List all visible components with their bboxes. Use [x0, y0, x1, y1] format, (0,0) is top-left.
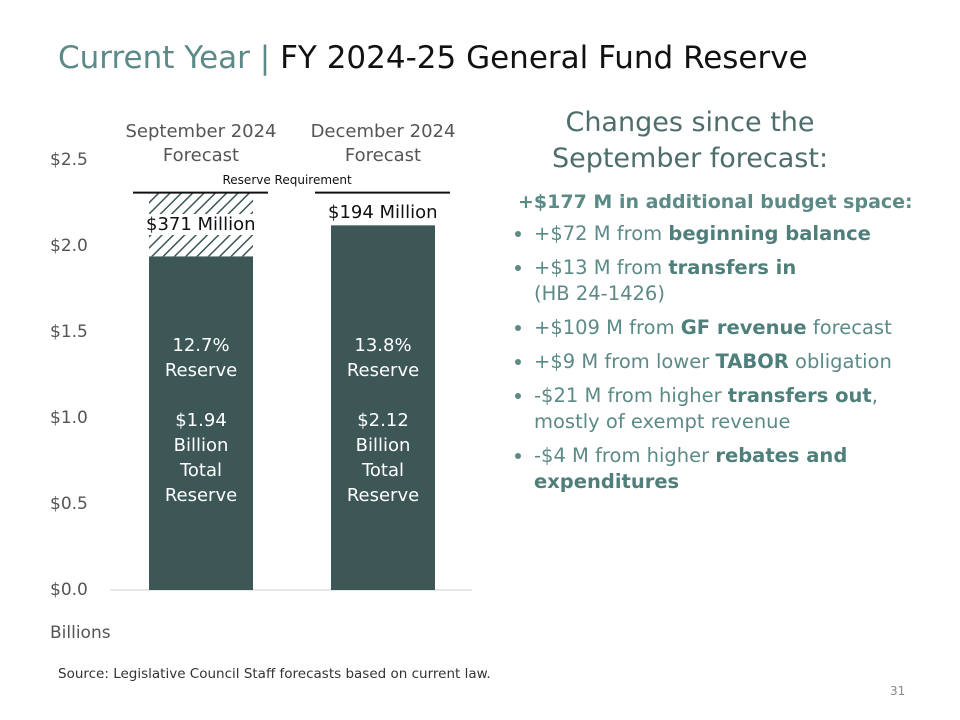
y-tick-label: $2.5 [50, 150, 88, 170]
segment-value-label: $194 Million [326, 201, 440, 223]
bullet-text: +$9 M from lower [534, 350, 716, 373]
bullet-list: +$72 M from beginning balance +$13 M from… [510, 221, 930, 495]
bullet-text: +$13 M from [534, 256, 669, 279]
y-unit-label: Billions [50, 623, 111, 643]
panel-summary: +$177 M in additional budget space: [518, 191, 913, 213]
bullet-text: , mostly of exempt revenue [534, 384, 878, 433]
bullet: -$21 M from higher transfers out, mostly… [534, 383, 930, 435]
category-label: September 2024 Forecast [125, 121, 277, 166]
bar-segment [331, 225, 435, 591]
category-label: December 2024 Forecast [310, 121, 456, 166]
bullet-emphasis: transfers out [727, 384, 872, 407]
bullet-text: +$109 M from [534, 316, 681, 339]
bullet-emphasis: TABOR [715, 350, 789, 373]
bullet-text: (HB 24-1426) [534, 282, 665, 305]
bullet-emphasis: beginning balance [668, 222, 871, 245]
bullet-emphasis: rebates and expenditures [534, 444, 848, 493]
y-tick-label: $2.0 [50, 236, 88, 256]
panel-heading: Changes since the September forecast: [551, 107, 829, 174]
bullet-text: obligation [788, 350, 892, 373]
bullet-text: -$21 M from higher [534, 384, 728, 407]
y-tick-label: $1.5 [50, 322, 88, 342]
bullet: +$13 M from transfers in(HB 24-1426) [534, 255, 930, 307]
reserve-requirement-label: Reserve Requirement [220, 173, 354, 187]
bullet-emphasis: transfers in [668, 256, 797, 279]
title-main: FY 2024-25 General Fund Reserve [280, 40, 808, 76]
reserve-pct-label: 12.7% Reserve [164, 335, 238, 381]
title: Current Year | FY 2024-25 General Fund R… [58, 40, 808, 76]
y-tick-label: $0.5 [50, 494, 88, 514]
bullet-emphasis: GF revenue [680, 316, 807, 339]
segment-value-label: $371 Million [144, 213, 258, 235]
bullet-text: +$72 M from [534, 222, 669, 245]
y-tick-label: $1.0 [50, 408, 88, 428]
bar-value-label: $2.12 Billion Total Reserve [346, 410, 420, 506]
reserve-pct-label: 13.8% Reserve [346, 335, 420, 381]
bullet: +$109 M from GF revenue forecast [534, 315, 930, 341]
bullet-text: -$4 M from higher [534, 444, 716, 467]
changes-panel: Changes since the September forecast: +$… [510, 105, 930, 503]
bullet: +$9 M from lower TABOR obligation [534, 349, 930, 375]
bullet-text: forecast [806, 316, 892, 339]
source-note: Source: Legislative Council Staff foreca… [58, 666, 491, 682]
title-lead: Current Year | [58, 40, 281, 76]
bar-value-label: $1.94 Billion Total Reserve [164, 410, 238, 506]
bullet: +$72 M from beginning balance [534, 221, 930, 247]
page-number: 31 [890, 684, 906, 698]
y-tick-label: $0.0 [50, 580, 88, 600]
bullet: -$4 M from higher rebates and expenditur… [534, 443, 930, 495]
bar-segment [149, 256, 253, 590]
